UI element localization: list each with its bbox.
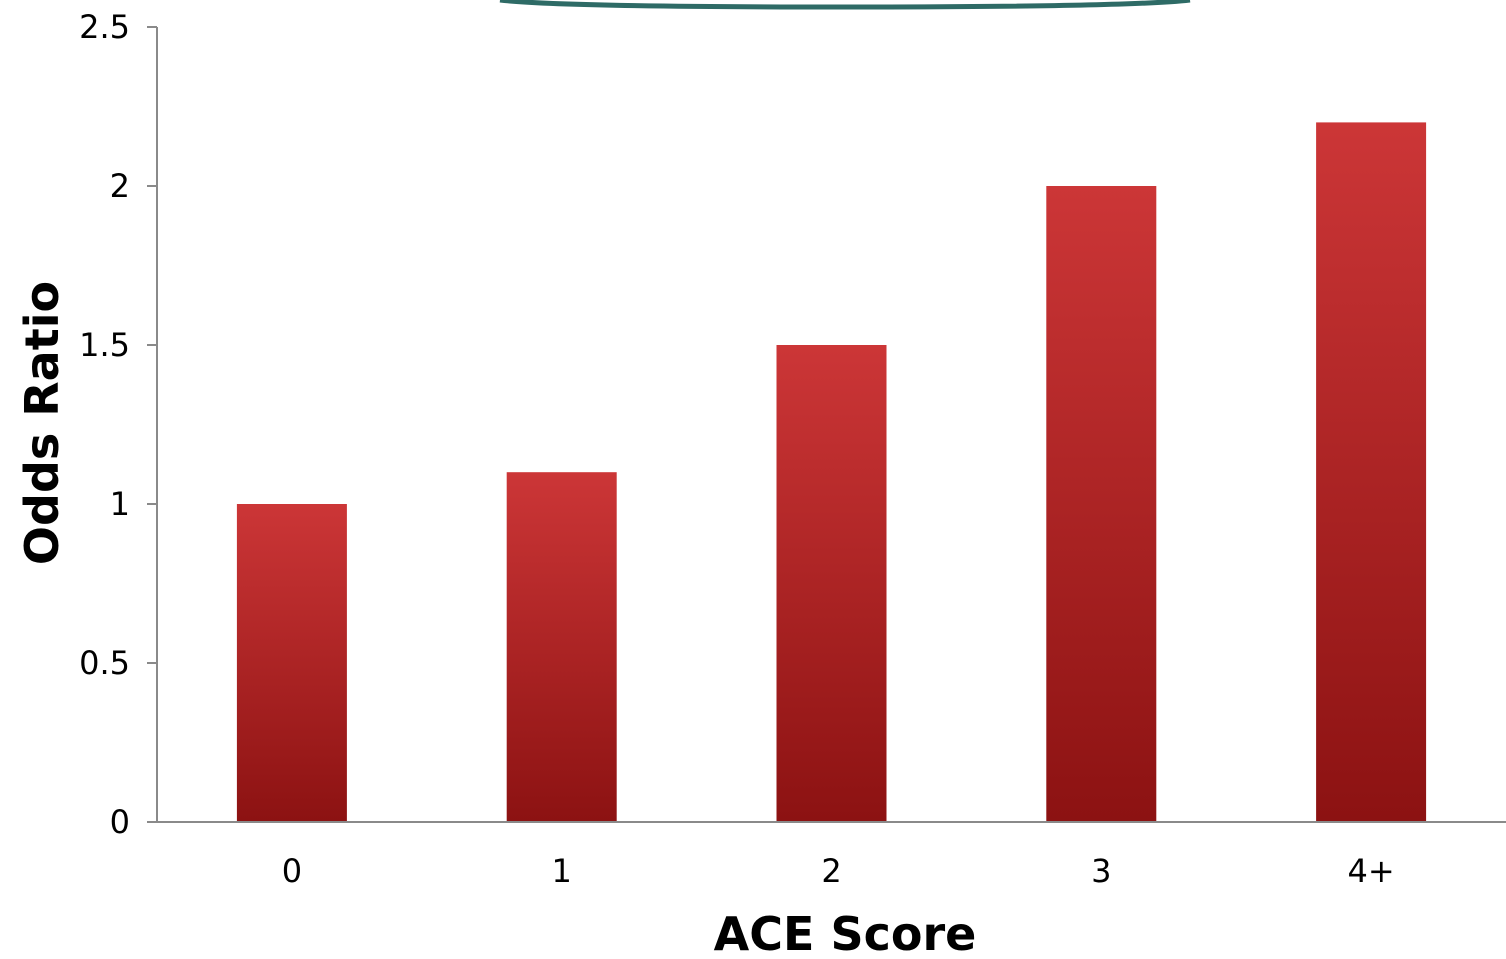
x-tick-label: 1 xyxy=(552,852,572,890)
bars-group xyxy=(236,122,1427,822)
bar-2 xyxy=(776,345,887,822)
y-axis-ticks: 0 0.5 1 1.5 2 2.5 xyxy=(79,8,157,841)
x-tick-label: 3 xyxy=(1091,852,1111,890)
y-tick-label: 2 xyxy=(110,167,130,205)
bar-1 xyxy=(506,472,617,822)
x-tick-label: 0 xyxy=(282,852,302,890)
bar-3 xyxy=(1046,186,1157,822)
x-axis-ticks: 0 1 2 3 4+ xyxy=(282,852,1395,890)
y-tick-label: 1 xyxy=(110,485,130,523)
x-axis-title: ACE Score xyxy=(714,907,977,959)
y-tick-label: 2.5 xyxy=(79,8,130,46)
y-tick-label: 1.5 xyxy=(79,326,130,364)
y-tick-label: 0.5 xyxy=(79,644,130,682)
x-tick-label: 4+ xyxy=(1348,852,1395,890)
header-arc-decoration xyxy=(499,0,1191,10)
bar-0 xyxy=(236,504,347,822)
y-axis-title: Odds Ratio xyxy=(15,281,69,565)
bar-4plus xyxy=(1316,122,1427,822)
x-tick-label: 2 xyxy=(821,852,841,890)
y-tick-label: 0 xyxy=(110,803,130,841)
